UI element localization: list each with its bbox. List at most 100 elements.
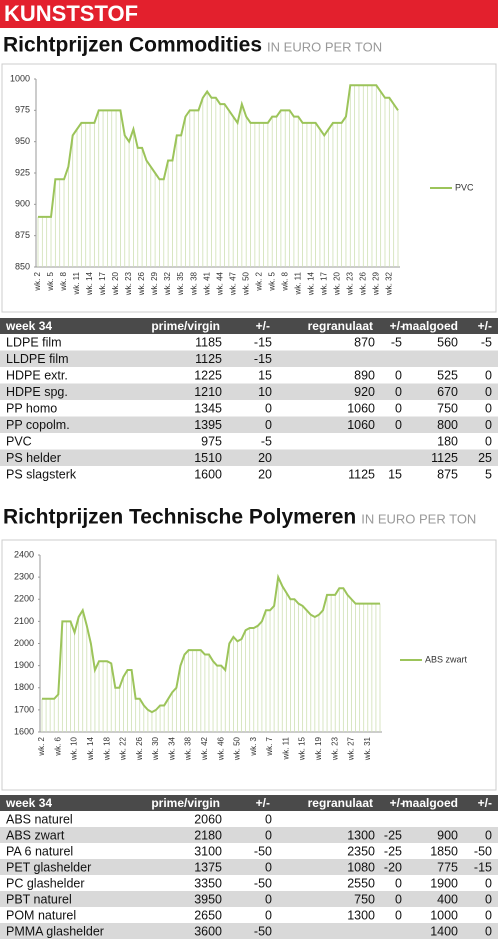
table-cell: 0 (485, 385, 492, 399)
x-tick-label: wk. 14 (85, 271, 94, 296)
x-tick-label: wk. 32 (163, 271, 172, 296)
table-cell: 0 (485, 418, 492, 432)
table-cell: 3350 (194, 876, 222, 890)
x-tick-label: wk. 3 (249, 736, 258, 756)
table-cell: 0 (265, 828, 272, 842)
x-tick-label: wk. 23 (124, 271, 133, 296)
table-cell: 180 (437, 435, 458, 449)
table-cell: -25 (384, 844, 402, 858)
x-tick-label: wk. 26 (358, 271, 367, 296)
table-cell: 875 (437, 468, 458, 482)
x-tick-label: wk. 8 (59, 271, 68, 291)
table-cell: ABS zwart (6, 828, 65, 842)
chart-subtitle: IN EURO PER TON (267, 39, 382, 54)
table-cell: 900 (437, 828, 458, 842)
y-tick-label: 2300 (14, 572, 34, 582)
table-cell: 750 (354, 892, 375, 906)
table-cell: 0 (265, 908, 272, 922)
legend-label: PVC (455, 182, 474, 192)
x-tick-label: wk. 7 (265, 736, 274, 756)
y-tick-label: 2400 (14, 549, 34, 559)
table-cell: -25 (384, 828, 402, 842)
x-tick-label: wk. 14 (306, 271, 315, 296)
table-cell: LDPE film (6, 336, 62, 350)
table-header-cell: prime/virgin (151, 796, 220, 810)
table-cell: 20 (258, 468, 272, 482)
series-line (42, 573, 380, 714)
x-tick-label: wk. 2 (37, 736, 46, 756)
y-tick-label: 2000 (14, 638, 34, 648)
table-cell: 1060 (347, 418, 375, 432)
table-row-bg (0, 923, 498, 939)
table-cell: 525 (437, 369, 458, 383)
table-row-bg (0, 875, 498, 891)
y-tick-label: 900 (15, 199, 30, 209)
x-tick-label: wk. 11 (293, 271, 302, 295)
table-cell: PS slagsterk (6, 468, 77, 482)
table-cell: 0 (395, 369, 402, 383)
table-cell: 25 (478, 451, 492, 465)
y-tick-label: 875 (15, 230, 30, 240)
x-tick-label: wk. 32 (384, 271, 393, 296)
table-cell: 1300 (347, 908, 375, 922)
table-cell: -15 (254, 336, 272, 350)
x-tick-label: wk. 34 (167, 736, 176, 761)
table-row-bg (0, 859, 498, 875)
table-row-bg (0, 891, 498, 907)
x-tick-label: wk. 19 (314, 736, 323, 761)
table-cell: 0 (395, 892, 402, 906)
table-cell: 0 (395, 402, 402, 416)
table-cell: 2350 (347, 844, 375, 858)
table-header-cell: +/- (478, 319, 492, 333)
table-header-bg (0, 318, 498, 334)
table-header-cell: week 34 (5, 796, 52, 810)
table-row-bg (0, 334, 498, 351)
table-header-cell: prime/virgin (151, 319, 220, 333)
x-tick-label: wk. 47 (228, 271, 237, 296)
x-tick-label: wk. 20 (332, 271, 341, 296)
table-cell: 1225 (194, 369, 222, 383)
table-cell: 3600 (194, 924, 222, 938)
table-row-bg (0, 416, 498, 433)
legend-label: ABS zwart (425, 654, 468, 664)
table-cell: PP copolm. (6, 418, 70, 432)
table-cell: PVC (6, 435, 32, 449)
x-tick-label: wk. 2 (33, 271, 42, 291)
table-row-bg (0, 433, 498, 450)
y-tick-label: 1700 (14, 704, 34, 714)
table-cell: 20 (258, 451, 272, 465)
table-cell: HDPE spg. (6, 385, 68, 399)
table-cell: 775 (437, 860, 458, 874)
x-tick-label: wk. 6 (53, 736, 62, 756)
table-cell: 0 (265, 402, 272, 416)
table-header-cell: +/- (256, 319, 270, 333)
table-header-cell: +/- (390, 796, 404, 810)
table-cell: 2650 (194, 908, 222, 922)
table-cell: 0 (395, 418, 402, 432)
table-cell: 2180 (194, 828, 222, 842)
table-header-cell: maalgoed (402, 796, 458, 810)
table-cell: PP homo (6, 402, 57, 416)
table-cell: 670 (437, 385, 458, 399)
x-tick-label: wk. 35 (176, 271, 185, 296)
table-row-bg (0, 400, 498, 417)
series-line (38, 84, 399, 218)
x-tick-label: wk. 26 (135, 736, 144, 761)
table-cell: -5 (391, 336, 402, 350)
y-tick-label: 1800 (14, 682, 34, 692)
table-cell: 1345 (194, 402, 222, 416)
table-cell: 0 (485, 924, 492, 938)
table-row-bg (0, 383, 498, 400)
x-tick-label: wk. 29 (371, 271, 380, 296)
table-cell: 975 (201, 435, 222, 449)
x-tick-label: wk. 44 (215, 271, 224, 296)
table-cell: 1000 (430, 908, 458, 922)
table-cell: 1210 (194, 385, 222, 399)
table-cell: 0 (485, 876, 492, 890)
table-cell: 890 (354, 369, 375, 383)
table-cell: -20 (384, 860, 402, 874)
x-tick-label: wk. 26 (137, 271, 146, 296)
table-cell: 0 (485, 402, 492, 416)
x-tick-label: wk. 46 (216, 736, 225, 761)
